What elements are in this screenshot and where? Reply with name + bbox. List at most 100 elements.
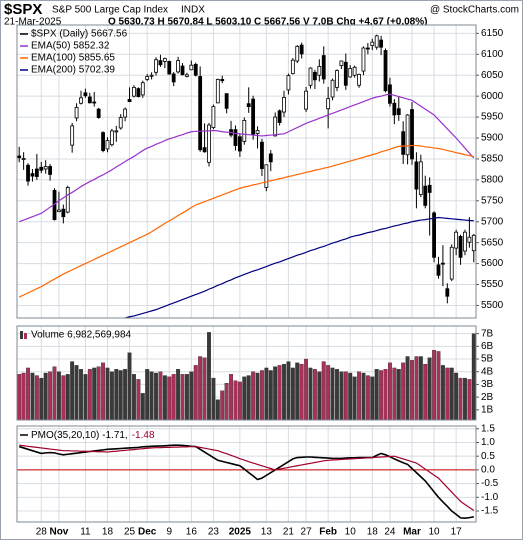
candle-body [140,82,145,96]
volume-bar [339,371,344,420]
candle-body [207,124,211,163]
x-tick-label: 13 [261,527,273,538]
volume-bar [277,365,282,420]
candle-body [154,59,158,73]
volume-bar [246,375,251,420]
candle-body [74,107,79,119]
candle-body [432,212,436,258]
volume-bar [193,365,198,420]
candle-body [313,71,317,81]
candle-body [321,55,326,80]
legend-entry: PMO(35,20,10) -1.71, [31,430,128,441]
y-tick-label: 5800 [481,175,504,186]
volume-bar [454,372,459,420]
volume-bar [343,371,348,420]
volume-bar [48,371,53,420]
x-tick-label: Feb [319,527,337,538]
volume-bar [282,363,286,420]
y-tick-label: -1.5 [481,506,499,517]
volume-bar [176,369,181,420]
y-tick-label: 6100 [481,49,504,60]
volume-bar [114,369,119,420]
volume-bar [65,374,70,420]
volume-bar [317,371,322,420]
y-tick-label: 6B [481,341,494,352]
volume-bar [39,377,44,420]
candle-body [304,90,308,110]
volume-bar [140,393,145,420]
volume-bar [268,370,273,420]
volume-bar [87,369,92,420]
candle-body [127,99,132,102]
y-tick-label: 5600 [481,258,504,269]
volume-bar [445,367,450,420]
legend-label: PMO(35,20,10) -1.71, -1.48 [31,430,155,441]
volume-bar [423,363,428,420]
volume-bar [295,362,300,420]
candle-body [167,61,172,75]
candle-body [202,147,207,153]
plot-area [17,426,476,522]
date: 21-Mar-2025 [4,17,62,28]
x-tick-label: 17 [451,527,463,538]
volume-bar [352,376,357,420]
legend-label: EMA(100) 5855.65 [31,53,115,64]
volume-bar [432,349,437,420]
candle-body [264,164,269,188]
volume-bar [215,399,220,420]
volume-bar [171,374,176,420]
volume-bar [387,362,392,420]
panel-background [16,24,477,319]
candle-body [436,264,441,276]
volume-bar [449,367,454,420]
volume-bar [162,375,167,420]
candle-body [290,59,295,74]
candle-body [215,79,220,104]
y-tick-label: 5550 [481,279,504,290]
volume-bar [242,376,247,420]
candle-body [246,103,251,108]
exchange: INDX [181,5,205,16]
x-tick-label: 28 [36,527,48,538]
y-tick-label: 0.5 [481,451,495,462]
legend-entry: -1.48 [132,430,155,441]
volume-bar [312,369,317,420]
volume-bar [264,367,269,420]
candle-body [224,93,229,109]
y-tick-label: 6000 [481,91,504,102]
legend-label: EMA(50) 5852.32 [31,41,110,52]
volume-bar [101,362,106,420]
candle-body [370,41,375,46]
volume-bar [70,361,75,420]
volume-bar [136,379,141,420]
candle-body [237,136,242,152]
candle-body [109,130,114,146]
candle-body [198,76,203,151]
candle-body [17,155,22,159]
candle-body [242,120,247,142]
volume-bar [202,357,207,420]
candle-body [374,35,379,48]
candle-body [61,208,66,218]
volume-bar [286,361,291,420]
volume-bar [220,390,225,420]
candle-body [339,60,344,67]
volume-bar [92,367,97,420]
volume-bar [118,370,123,420]
y-tick-label: 3B [481,379,494,390]
volume-bar [34,375,39,420]
candle-body [299,44,304,55]
volume-bar [26,367,30,420]
plot-area [17,25,476,318]
volume-bar [83,374,88,420]
volume-bar [211,377,216,420]
line [19,444,475,511]
candle-body [414,161,419,190]
candle-body [220,79,225,82]
quote: O 5630.73 H 5670.84 L 5603.10 C 5667.56 … [108,17,427,28]
volume-bar [405,356,410,420]
candle-body [145,76,150,80]
plot-area [17,326,476,420]
volume-bar [180,374,185,420]
